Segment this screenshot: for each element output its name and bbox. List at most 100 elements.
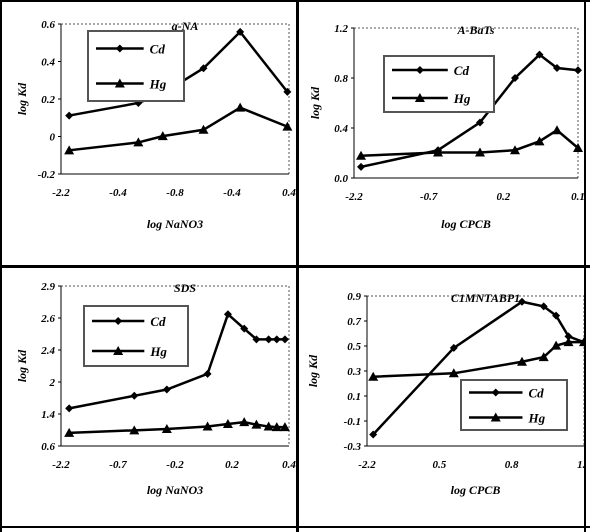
data-point-hg — [552, 125, 562, 135]
data-point-hg — [64, 145, 75, 155]
y-tick-label: 0.3 — [347, 366, 361, 378]
y-tick-label: 0.7 — [347, 316, 361, 328]
y-tick-label: 0.4 — [41, 57, 55, 69]
chart-panel-bottom-right: C1MNTABP1 0.9 0.7 0.5 0.3 0.1 -0.1 -0.3 -2.2 0.5 0… — [299, 268, 590, 526]
y-tick-label: 0.8 — [334, 73, 348, 85]
data-point-cd — [240, 324, 249, 333]
grid-line — [0, 265, 590, 268]
y-tick-label: -0.1 — [344, 416, 361, 428]
data-point-cd — [264, 335, 273, 344]
grid-line — [0, 0, 2, 532]
y-tick-label: 0.6 — [41, 441, 55, 453]
data-point-cd — [199, 64, 208, 73]
data-point-hg — [551, 340, 562, 350]
data-point-cd — [369, 430, 378, 439]
x-tick-label: 0.5 — [432, 459, 446, 471]
x-tick-label: -2.2 — [52, 459, 70, 471]
y-tick-label: 0.6 — [41, 19, 55, 31]
legend-box — [460, 379, 568, 431]
data-point-hg — [279, 422, 290, 432]
y-tick-label: 0.0 — [334, 173, 348, 185]
data-point-hg — [133, 137, 144, 147]
data-point-cd — [223, 310, 232, 319]
data-point-cd — [130, 391, 139, 400]
data-point-cd — [552, 311, 561, 320]
data-point-cd — [280, 335, 289, 344]
x-tick-label: -0.4 — [223, 187, 241, 199]
x-tick-label: 0.2 — [496, 191, 510, 203]
y-tick-label: 2.9 — [40, 281, 55, 293]
y-tick-label: 0.4 — [334, 123, 348, 135]
legend-marker-hg — [114, 78, 125, 88]
chart-svg: C1MNTABP1 0.9 0.7 0.5 0.3 0.1 -0.1 -0.3 -2.2 0.5 0… — [306, 291, 590, 497]
grid-line — [0, 526, 590, 528]
chart-title: a-NA — [172, 19, 199, 33]
y-tick-label: 1.2 — [334, 23, 348, 35]
y-tick-label: -0.3 — [344, 441, 362, 453]
legend-label-hg: Hg — [149, 344, 167, 359]
data-point-hg — [161, 424, 172, 434]
data-point-cd — [449, 343, 458, 352]
series-line-hg — [360, 128, 579, 158]
y-tick-label: 1.4 — [41, 409, 55, 421]
series-line-cd — [68, 312, 285, 410]
legend-label-hg: Hg — [149, 77, 167, 92]
chart-svg: SDS 2.9 2.6 2.4 2 1.4 0.6 -2.2 -0.7 -0.2 0.2 0.4 log… — [15, 281, 296, 497]
x-tick-label: -2.2 — [52, 187, 70, 199]
y-tick-label: 0.2 — [41, 94, 55, 106]
legend-marker-cd — [415, 66, 424, 74]
chart-panel-top-right: A-BaTs 1.2 0.8 0.4 0.0 -2.2 -0.7 0.2 0.1 log CPCB… — [299, 6, 585, 265]
series-line-hg — [69, 420, 285, 435]
legend-marker-hg — [113, 346, 124, 355]
legend-marker-cd — [114, 317, 123, 325]
chart-title: A-BaTs — [457, 23, 495, 37]
legend-box — [87, 30, 185, 102]
chart-svg: A-BaTs 1.2 0.8 0.4 0.0 -2.2 -0.7 0.2 0.1 log CPCB… — [308, 23, 585, 231]
y-tick-label: 0.5 — [347, 341, 361, 353]
data-point-cd — [564, 332, 573, 341]
x-tick-label: -2.2 — [358, 459, 376, 471]
grid-line — [0, 0, 590, 2]
data-point-hg — [475, 147, 485, 157]
legend-label-cd: Cd — [454, 63, 470, 78]
data-point-hg — [271, 422, 282, 432]
legend-label-cd: Cd — [150, 314, 166, 329]
x-tick-label: -2.2 — [345, 191, 363, 203]
x-tick-label: 0.4 — [282, 459, 296, 471]
x-tick-label: -0.4 — [109, 187, 127, 199]
x-tick-label: 0.8 — [505, 459, 519, 471]
data-point-hg — [510, 145, 520, 155]
data-point-cd — [539, 302, 548, 311]
x-axis-label: log NaNO3 — [147, 217, 203, 231]
data-point-hg — [64, 427, 75, 437]
x-tick-label: -0.7 — [420, 191, 438, 203]
data-point-cd — [535, 50, 544, 59]
y-tick-label: 0.1 — [347, 391, 361, 403]
data-point-hg — [448, 368, 459, 378]
y-tick-label: -0.2 — [38, 169, 56, 181]
x-tick-label: -0.7 — [109, 459, 127, 471]
x-tick-label: 0.4 — [282, 187, 296, 199]
x-tick-label: 0.1 — [571, 191, 584, 203]
legend-label-hg: Hg — [453, 91, 471, 106]
y-tick-label: 0.9 — [347, 291, 361, 303]
data-point-hg — [517, 356, 527, 366]
data-point-hg — [157, 131, 168, 141]
data-point-cd — [574, 66, 582, 75]
data-point-cd — [236, 27, 245, 36]
y-tick-label: 2.4 — [40, 345, 55, 357]
y-axis-label: log Kd — [306, 354, 320, 387]
data-point-cd — [553, 64, 561, 72]
data-point-hg — [251, 419, 262, 429]
data-point-hg — [235, 102, 246, 112]
data-point-cd — [162, 385, 171, 394]
legend-label-hg: Hg — [527, 411, 545, 426]
data-point-hg — [129, 425, 140, 435]
series-line-hg — [69, 106, 288, 152]
legend-box — [83, 305, 189, 367]
data-point-cd — [357, 162, 365, 171]
chart-title: C1MNTABP1 — [451, 291, 520, 305]
data-point-cd — [518, 297, 526, 306]
x-axis-label: log CPCB — [441, 217, 491, 231]
